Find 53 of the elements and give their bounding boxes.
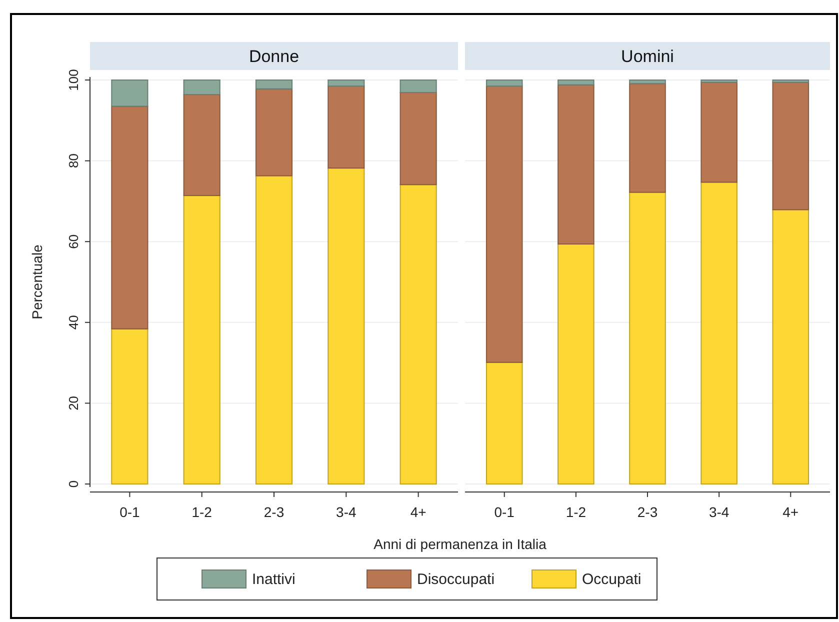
x-tick-label: 4+ [410,504,426,520]
bar [183,195,220,484]
y-tick-label: 0 [66,480,81,488]
legend-label: Inattivi [252,571,296,588]
y-tick-label: 40 [66,315,81,330]
chart-title: Donne [248,47,300,66]
bar [111,106,148,330]
bar [772,80,810,83]
bar [486,80,523,87]
bar [328,86,365,169]
bar [111,80,148,107]
bar [486,362,523,484]
bar [772,209,810,484]
bar [629,192,666,484]
bar [400,92,437,186]
legend-label: Disoccupati [417,571,495,588]
bar [700,82,738,183]
bar [255,175,293,484]
bar [255,80,293,90]
bar [700,80,738,83]
x-tick-label: 3-4 [708,504,730,520]
bar [486,86,523,363]
y-tick-label: 80 [66,154,81,168]
x-tick-label: 2-3 [264,504,284,520]
y-tick-label: 100 [66,69,81,91]
bar [400,80,437,94]
y-axis-title: Percentuale [29,244,45,320]
x-tick-label: 1-2 [566,504,586,520]
x-tick-label: 0-1 [494,504,515,520]
bar [700,182,738,484]
y-tick-label: 20 [66,396,81,410]
bar [772,82,810,210]
bar [629,80,666,84]
chart-title: Uomini [621,47,674,66]
x-axis-title: Anni di permanenza in Italia [374,536,547,552]
x-tick-label: 4+ [782,504,799,520]
bar [629,83,666,193]
bar [400,184,437,484]
legend-label: Occupati [582,571,642,588]
x-tick-label: 2-3 [637,504,658,520]
bar [558,84,594,245]
bar [558,244,594,484]
x-tick-label: 0-1 [120,504,140,520]
y-tick-label: 60 [66,234,81,249]
bar [255,88,293,176]
bar [183,80,220,96]
bar [328,168,365,484]
bar [328,80,365,87]
bar [183,94,220,196]
bar [111,328,148,484]
x-tick-label: 1-2 [192,504,212,520]
x-tick-label: 3-4 [336,504,356,520]
bar [558,80,594,86]
